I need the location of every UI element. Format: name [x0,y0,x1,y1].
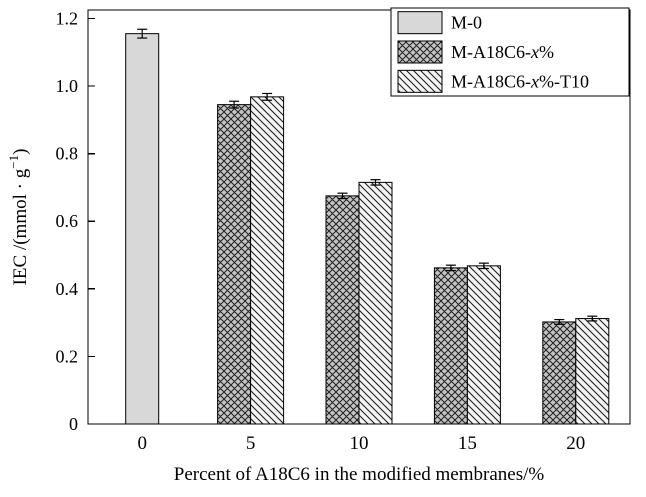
legend-swatch-M-0 [397,11,443,35]
x-tick-label: 15 [458,433,477,454]
x-tick-label: 5 [246,433,256,454]
y-tick-label: 0.4 [56,279,79,299]
y-tick-label: 0.2 [56,346,79,366]
bar-M-A18C6-x%-T10-10 [358,181,393,425]
x-axis-title: Percent of A18C6 in the modified membran… [174,464,545,485]
bar-M-0-0 [125,33,160,425]
bar-M-A18C6-x%-T10-5 [250,96,285,425]
bar-M-A18C6-x%-20 [542,321,577,425]
y-tick-label: 0 [69,414,78,434]
bar-M-A18C6-x%-5 [217,104,252,425]
bar-M-A18C6-x%-10 [325,195,360,425]
y-tick-label: 0.8 [56,144,79,164]
legend-label-M-0: M-0 [451,13,482,33]
bar-M-A18C6-x%-T10-15 [466,265,501,425]
bar-M-A18C6-x%-15 [433,267,468,425]
x-tick-label: 0 [137,433,147,454]
legend-swatch-M-A18C6-x%-T10 [397,69,443,93]
legend-swatch-M-A18C6-x% [397,40,443,64]
x-tick-label: 20 [566,433,585,454]
y-tick-label: 0.6 [56,211,79,231]
bar-M-A18C6-x%-T10-20 [575,318,610,425]
y-axis-title: IEC /(mmol · g−1) [6,149,31,286]
x-tick-label: 10 [350,433,369,454]
y-tick-label: 1.2 [56,8,79,28]
legend-label-M-A18C6-x%-T10: M-A18C6-x%-T10 [451,71,589,91]
chart-content: 0 0.2 0.4 0.6 0.8 1.0 1.2 0 5 10 15 20 IEC /(mmol · … [6,7,631,454]
y-tick-label: 1.0 [56,76,79,96]
legend-label-M-A18C6-x%: M-A18C6-x% [451,42,554,62]
